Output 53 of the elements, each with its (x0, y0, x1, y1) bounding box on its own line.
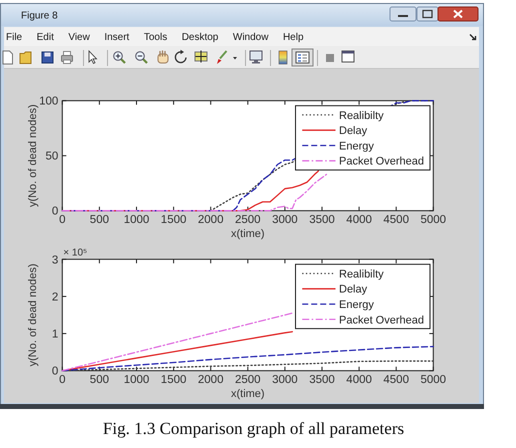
text: Desktop (182, 32, 219, 43)
line-series (62, 346, 434, 372)
y-tick-label: 0 (52, 366, 58, 378)
y-tick-label: 2 (52, 291, 58, 304)
x-tick-label: 1000 (124, 214, 150, 226)
legend-label: Realibilty (339, 110, 384, 122)
x-tick-label: 3500 (309, 374, 335, 386)
x-axis-title: x(time) (230, 228, 265, 240)
text: File (6, 32, 23, 43)
legend-label: Packet Overhead (339, 314, 424, 326)
y-tick-label: 0 (52, 206, 58, 218)
x-tick-label: 4500 (383, 374, 409, 386)
x-tick-label: 5000 (420, 374, 446, 386)
legend-label: Energy (339, 298, 374, 311)
y-axis-title: y(No. of dead nodes) (26, 264, 39, 366)
y-tick-label: 100 (39, 96, 58, 108)
y-tick-label: 3 (52, 254, 58, 266)
x-tick-label: 5000 (420, 214, 446, 226)
line-series (62, 312, 293, 372)
x-tick-label: 4500 (383, 214, 409, 226)
x-tick-label: 3000 (272, 374, 298, 386)
text: Edit (36, 32, 54, 43)
text: Tools (144, 32, 168, 43)
x-tick-label: 2000 (198, 214, 224, 226)
x-tick-label: 1500 (160, 214, 186, 226)
x-tick-label: 2500 (235, 374, 261, 386)
x-tick-label: 500 (90, 374, 109, 386)
x-tick-label: 1000 (124, 374, 150, 386)
legend-label: Realibilty (339, 268, 384, 280)
text: Window (232, 32, 270, 43)
line-series (62, 360, 434, 372)
y-axis-title: y(No. of dead nodes) (26, 104, 39, 208)
text: Help (282, 32, 304, 43)
x-tick-label: 500 (90, 214, 109, 226)
caption: Fig. 1.3 Comparison graph of all parameters (102, 419, 404, 438)
x-tick-label: 4000 (346, 374, 372, 386)
y-tick-label: 1 (52, 328, 58, 341)
legend-label: Packet Overhead (339, 156, 424, 168)
x-tick-label: 3500 (309, 214, 335, 226)
text: View (68, 32, 91, 43)
text: × 10⁵ (63, 247, 88, 258)
text: Insert (104, 32, 130, 43)
legend-label: Energy (339, 140, 374, 152)
y-tick-label: 50 (46, 150, 58, 163)
caption: Figure 8 (21, 10, 58, 22)
legend-label: Delay (339, 125, 368, 138)
legend-label: Delay (339, 284, 368, 296)
x-tick-label: 2500 (235, 214, 261, 226)
x-tick-label: 1500 (160, 374, 186, 386)
x-tick-label: 4000 (346, 214, 372, 226)
x-tick-label: 2000 (198, 374, 224, 386)
x-axis-title: x(time) (230, 388, 265, 400)
x-tick-label: 3000 (272, 214, 298, 226)
